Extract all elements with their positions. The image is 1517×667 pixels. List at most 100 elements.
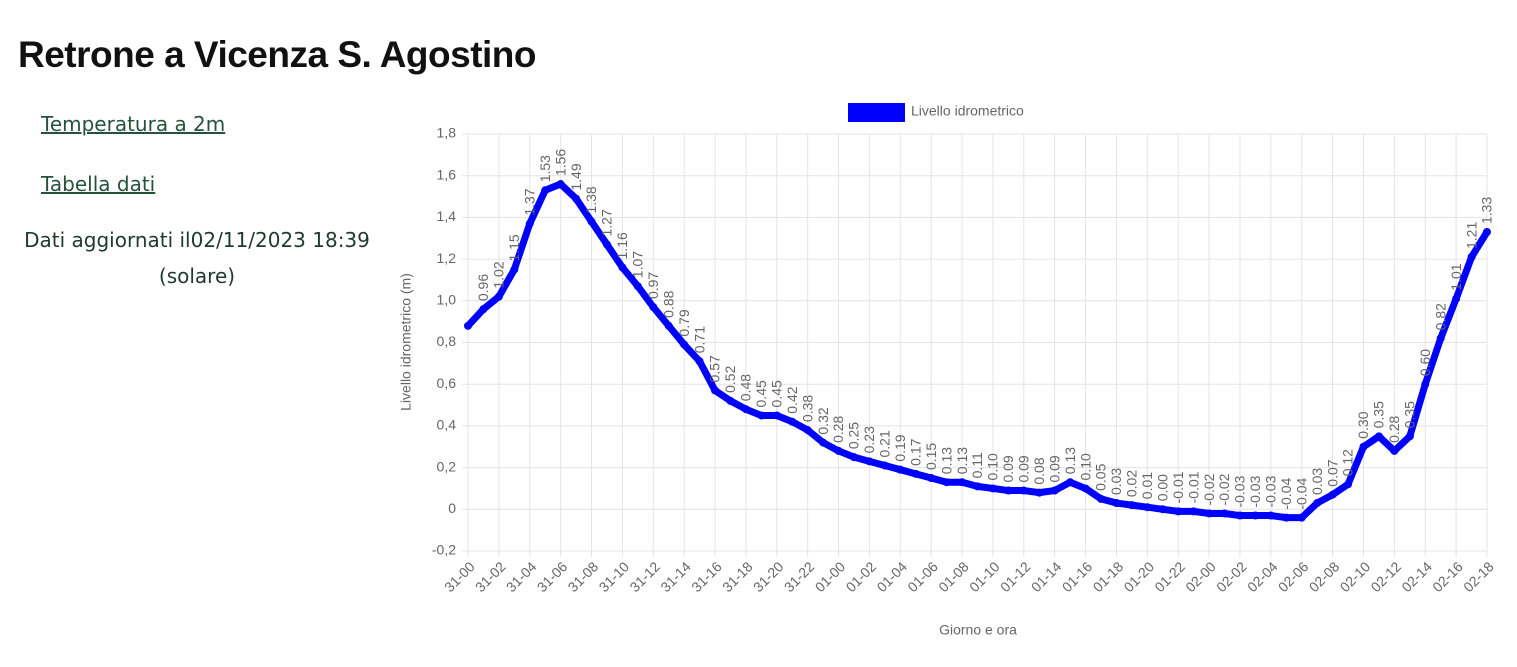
data-label: 0.03 <box>1108 468 1124 495</box>
data-label: 0.48 <box>738 374 754 401</box>
y-tick-label: 1,0 <box>437 292 457 308</box>
data-point <box>803 426 812 435</box>
data-point <box>880 461 889 470</box>
data-label: 0.71 <box>691 326 707 353</box>
data-label: 0.19 <box>892 434 908 461</box>
data-label: 0.30 <box>1355 411 1371 438</box>
link[interactable]: Temperatura a 2m <box>41 112 226 136</box>
data-label: 0.13 <box>938 447 954 474</box>
data-point <box>1174 507 1183 516</box>
x-tick-label: 31-06 <box>534 558 571 595</box>
data-point <box>602 240 611 249</box>
data-point <box>1220 509 1229 518</box>
x-tick-label: 01-02 <box>843 558 880 595</box>
data-point <box>1436 334 1445 343</box>
x-tick-label: 31-18 <box>719 558 756 595</box>
data-point <box>741 405 750 414</box>
x-tick-label: 02-00 <box>1182 558 1219 595</box>
data-label: 0.79 <box>676 309 692 336</box>
data-label: 0.82 <box>1432 303 1448 330</box>
y-tick-label: 0,6 <box>437 375 457 391</box>
x-tick-label: 02-04 <box>1244 558 1281 595</box>
data-point <box>1282 513 1291 522</box>
legend-label: Livello idrometrico <box>911 103 1024 119</box>
data-point <box>1004 486 1013 495</box>
page-title: Retrone a Vicenza S. Agostino <box>18 34 537 75</box>
data-label: 1.33 <box>1479 197 1495 224</box>
data-point <box>1359 442 1368 451</box>
x-tick-label: 31-20 <box>750 558 787 595</box>
data-point <box>680 340 689 349</box>
data-point <box>973 482 982 491</box>
link[interactable]: Tabella dati <box>41 172 156 196</box>
x-tick-label: 02-16 <box>1429 558 1466 595</box>
data-label: 1.16 <box>614 232 630 259</box>
x-tick-label: 31-08 <box>565 558 602 595</box>
data-point <box>1421 380 1430 389</box>
data-point <box>572 194 581 203</box>
data-point <box>618 263 627 272</box>
data-point <box>834 446 843 455</box>
data-point <box>1266 511 1275 520</box>
data-label: -0.03 <box>1263 475 1279 507</box>
data-label: 0.45 <box>753 380 769 407</box>
data-label: 0.28 <box>830 415 846 442</box>
data-point <box>1344 480 1353 489</box>
data-label: 0.09 <box>1000 455 1016 482</box>
data-label: 1.27 <box>599 209 615 236</box>
data-point <box>1235 511 1244 520</box>
data-label: 0.03 <box>1309 468 1325 495</box>
data-point <box>958 478 967 487</box>
data-point <box>1405 432 1414 441</box>
data-point <box>726 396 735 405</box>
data-label: 1.07 <box>630 251 646 278</box>
x-tick-label: 01-10 <box>966 558 1003 595</box>
data-label: 0.45 <box>768 380 784 407</box>
data-label: -0.04 <box>1278 478 1294 510</box>
data-label: 1.21 <box>1463 222 1479 249</box>
data-label: 0.13 <box>954 447 970 474</box>
data-point <box>865 457 874 466</box>
data-label: 0.25 <box>846 422 862 449</box>
data-point <box>788 417 797 426</box>
data-point <box>896 465 905 474</box>
data-point <box>1127 501 1136 510</box>
x-tick-label: 01-08 <box>935 558 972 595</box>
x-tick-label: 31-12 <box>626 558 663 595</box>
data-point <box>1297 513 1306 522</box>
data-point <box>494 292 503 301</box>
data-point <box>942 478 951 487</box>
x-tick-label: 02-06 <box>1275 558 1312 595</box>
data-label: -0.01 <box>1185 471 1201 503</box>
data-point <box>1251 511 1260 520</box>
data-label: 0.11 <box>969 452 985 478</box>
data-point <box>1205 509 1214 518</box>
data-label: 0.12 <box>1340 449 1356 476</box>
data-point <box>849 453 858 462</box>
data-point <box>1328 490 1337 499</box>
data-point <box>927 474 936 483</box>
data-point <box>1081 484 1090 493</box>
y-tick-label: 1,8 <box>437 125 457 141</box>
x-tick-label: 31-02 <box>472 558 509 595</box>
x-tick-label: 02-14 <box>1398 558 1435 595</box>
data-point <box>649 303 658 312</box>
data-point <box>1066 478 1075 487</box>
data-label: 1.15 <box>506 234 522 261</box>
data-label: 0.21 <box>877 430 893 457</box>
x-tick-label: 31-14 <box>657 558 694 595</box>
data-point <box>1313 499 1322 508</box>
data-point <box>541 186 550 195</box>
data-label: 0.09 <box>1046 455 1062 482</box>
data-label: 0.35 <box>1402 401 1418 428</box>
x-tick-label: 02-18 <box>1460 558 1497 595</box>
data-label: -0.04 <box>1293 478 1309 510</box>
data-point <box>464 321 472 330</box>
data-label: 0.10 <box>1077 453 1093 480</box>
data-point <box>664 321 673 330</box>
data-point <box>510 265 519 274</box>
data-label: 0.32 <box>815 407 831 434</box>
legend-swatch <box>848 103 905 122</box>
data-label: 0.97 <box>645 272 661 299</box>
data-point <box>633 282 642 291</box>
